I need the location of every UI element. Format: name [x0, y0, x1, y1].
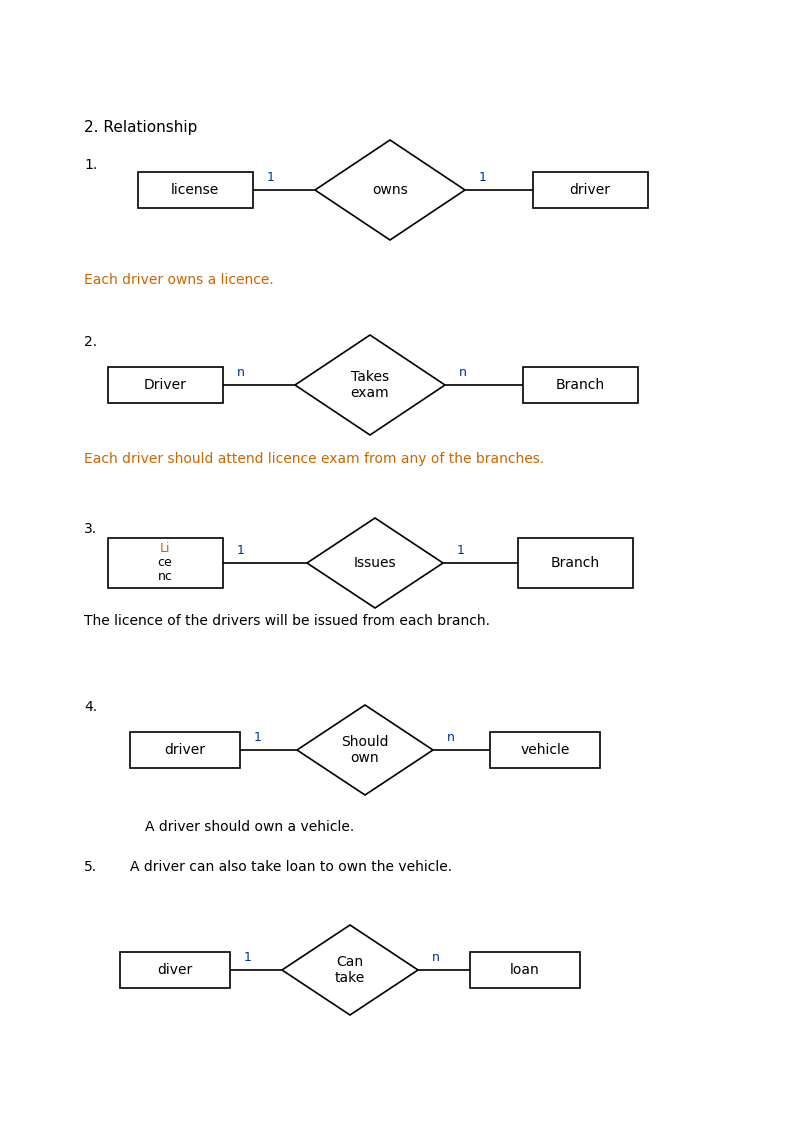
Bar [470, 952, 580, 988]
Text: ce: ce [158, 556, 172, 570]
Text: 2. Relationship: 2. Relationship [84, 120, 198, 135]
Text: license: license [171, 183, 219, 197]
Text: A driver can also take loan to own the vehicle.: A driver can also take loan to own the v… [130, 860, 452, 874]
Bar [522, 366, 638, 403]
Text: 1: 1 [244, 951, 252, 964]
Text: n: n [459, 366, 467, 379]
Text: A driver should own a vehicle.: A driver should own a vehicle. [145, 820, 354, 834]
Text: n: n [432, 951, 440, 964]
Polygon shape [282, 925, 418, 1015]
Text: 1: 1 [266, 171, 274, 184]
Text: 1.: 1. [84, 158, 98, 172]
Text: 4.: 4. [84, 700, 97, 714]
Text: The licence of the drivers will be issued from each branch.: The licence of the drivers will be issue… [84, 614, 490, 628]
Text: 2.: 2. [84, 335, 97, 349]
Text: driver: driver [570, 183, 610, 197]
Text: 1: 1 [457, 544, 465, 556]
Polygon shape [307, 518, 443, 608]
Bar [107, 366, 222, 403]
Text: nc: nc [158, 570, 173, 584]
Polygon shape [297, 705, 433, 795]
Bar [120, 952, 230, 988]
Text: 3.: 3. [84, 523, 97, 536]
Text: driver: driver [165, 743, 206, 757]
Polygon shape [315, 140, 465, 240]
Bar [107, 538, 222, 588]
Text: Each driver owns a licence.: Each driver owns a licence. [84, 273, 274, 287]
Text: Each driver should attend licence exam from any of the branches.: Each driver should attend licence exam f… [84, 452, 544, 466]
Bar [518, 538, 633, 588]
Text: 5.: 5. [84, 860, 97, 874]
Text: Driver: Driver [143, 378, 186, 392]
Bar [533, 172, 647, 208]
Text: 1: 1 [237, 544, 245, 556]
Bar [130, 732, 240, 768]
Text: Li: Li [160, 543, 170, 555]
Text: Can
take: Can take [335, 955, 365, 985]
Text: Branch: Branch [550, 556, 599, 570]
Text: Issues: Issues [354, 556, 396, 570]
Text: 1: 1 [479, 171, 487, 184]
Text: vehicle: vehicle [520, 743, 570, 757]
Bar [138, 172, 253, 208]
Text: n: n [237, 366, 245, 379]
Text: 1: 1 [254, 731, 262, 744]
Text: owns: owns [372, 183, 408, 197]
Text: n: n [447, 731, 455, 744]
Polygon shape [295, 335, 445, 435]
Text: Takes
exam: Takes exam [350, 370, 390, 400]
Text: Should
own: Should own [342, 735, 389, 765]
Bar [490, 732, 600, 768]
Text: diver: diver [158, 962, 193, 977]
Text: loan: loan [510, 962, 540, 977]
Text: Branch: Branch [555, 378, 605, 392]
